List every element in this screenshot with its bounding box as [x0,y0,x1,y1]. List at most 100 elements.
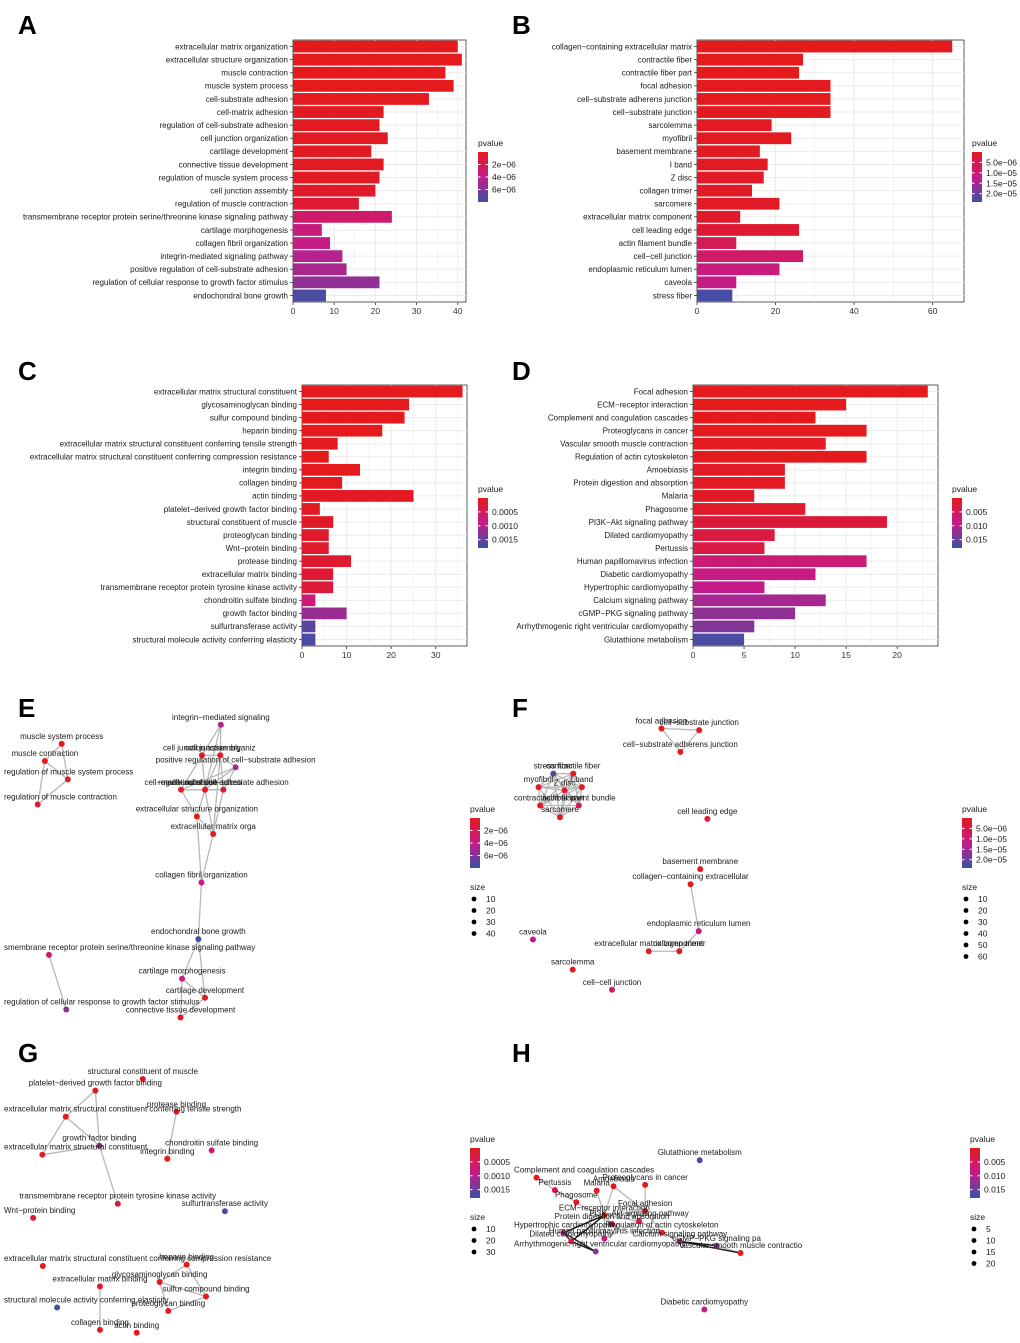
size-legend-label: 30 [978,917,988,927]
network-node [45,951,52,958]
legend-colorbar [962,818,972,868]
network-edge [159,1281,207,1298]
x-tick-label: 40 [849,306,859,316]
size-legend-label: 10 [986,1236,996,1246]
category-label: Malaria [662,492,689,501]
category-label: Z disc [671,173,692,182]
network-node [677,748,684,755]
legend-tick-label: 2e−06 [492,160,516,170]
bar [697,237,737,249]
bar [697,158,768,171]
network-node [198,752,205,759]
legend-tick-label: 2.0e−05 [986,189,1017,199]
size-legend-dot [471,908,477,913]
bar [697,93,831,105]
network-edge [200,833,214,883]
node-label: Hypertrophic cardiomyopathy [514,1221,618,1230]
bar [302,385,463,398]
legend-tick-label: 1.5e−05 [986,178,1017,188]
network-node [178,786,185,793]
category-label: cartilage morphogenesis [201,226,288,235]
bar [693,607,796,620]
category-label: focal adhesion [640,82,692,91]
bar [697,263,780,276]
category-label: actin filament bundle [619,239,693,248]
category-label: sarcomere [654,200,692,209]
network-edge [689,884,700,932]
category-label: collagen binding [239,479,297,488]
network-edge [603,1186,615,1216]
network-node [114,1200,121,1207]
node-label: extracellular matrix component [594,939,704,948]
legend-tick-label: 5.0e−06 [986,157,1017,167]
bar [697,40,953,53]
bar [302,620,316,633]
network-node [569,966,576,973]
network-edge [204,789,214,835]
bar [302,568,334,581]
legend-tick-label: 0.015 [984,1185,1006,1195]
network-edge [539,804,561,818]
legend-tick-label: 0.010 [984,1171,1006,1181]
x-tick-label: 0 [695,306,700,316]
size-legend-dot [471,931,477,936]
network-node [575,802,582,809]
x-tick-label: 10 [329,306,339,316]
node-label: I band [571,775,593,784]
network-node [696,1157,703,1164]
network-node [58,740,65,747]
node-label: extracellular matrix structural constitu… [4,1143,148,1152]
node-label: regulation of muscle system process [4,767,133,776]
category-label: regulation of muscle system process [159,173,288,182]
network-edge [212,789,225,835]
node-label: myofibril [524,775,554,784]
network-edge [186,1264,207,1297]
size-legend-label: 30 [486,917,496,927]
category-label: Regulation of actin cytoskeleton [575,453,688,462]
node-label: extracellular structure organization [136,805,258,814]
bar [697,184,752,197]
bar [302,477,343,489]
legend-tick-label: 0.015 [966,535,988,545]
legend-colorbar [470,1148,480,1198]
bar [293,93,429,105]
size-legend-label: 50 [978,940,988,950]
legend-title: pvalue [952,484,977,494]
bar [697,106,831,118]
node-label: focal adhesion [636,716,688,725]
x-tick-label: 10 [790,650,800,660]
legend-tick-label: 2.0e−05 [976,855,1007,865]
category-label: PI3K−Akt signaling pathway [589,518,688,527]
category-label: integrin-mediated signaling pathway [160,252,288,261]
node-label: contractile fiber part [514,794,585,803]
node-label: chondroitin sulfate binding [165,1138,258,1147]
panel-letter-G: G [18,1038,38,1068]
size-legend-label: 10 [486,1224,496,1234]
node-label: actin binding [114,1321,159,1330]
category-label: basement membrane [616,147,692,156]
node-label: Malaria [584,1179,611,1188]
network-node [30,1214,37,1221]
bar [293,210,392,223]
network-edge [168,1295,207,1312]
node-label: Diabetic cardiomyopathy [661,1298,749,1307]
node-label: cell−substrate adhesi [167,778,243,787]
category-label: cartilage development [210,147,289,156]
bar [693,633,745,646]
bar [693,555,867,568]
bar [293,40,458,53]
node-label: cell−matrix adhesion [144,778,217,787]
network-node [578,784,585,791]
node-label: connective tissue development [126,1006,236,1015]
node-label: cell junction organiz [185,743,255,752]
network-edge [44,743,63,762]
network-node [202,786,209,793]
network-node [704,815,711,822]
network-node [713,1242,720,1249]
legend-tick-label: 0.005 [984,1157,1006,1167]
network-edge [196,816,214,835]
network-node [658,725,665,732]
bar [293,66,446,79]
network-edge [570,1214,605,1242]
legend-title: pvalue [478,484,503,494]
